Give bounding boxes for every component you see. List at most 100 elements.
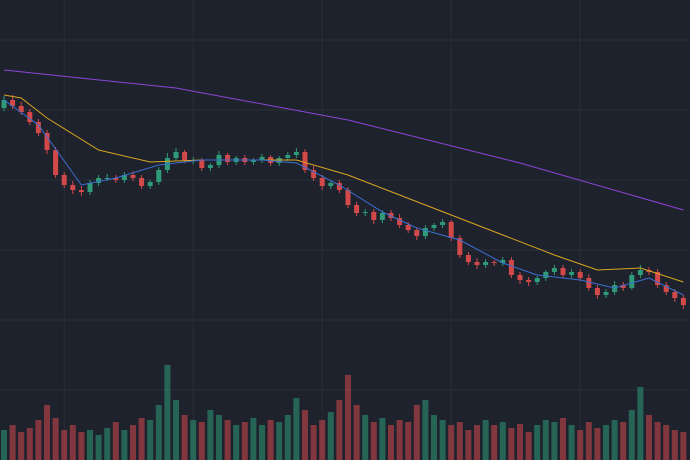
volume-bar [87,430,93,460]
candle-body [27,112,33,122]
candle-body [586,278,592,288]
candle-body [474,262,480,265]
volume-bar [465,430,472,460]
candle-body [362,212,368,213]
volume-bar [284,415,291,460]
moving-average-line [3,94,684,283]
candle-body [629,275,635,288]
candle-body [680,298,686,305]
candle-body [620,285,626,288]
volume-bar [198,422,205,460]
volume-bar [654,422,661,460]
volume-bar [474,425,480,460]
candle-body [405,225,411,230]
volume-bar [370,422,377,460]
volume-bar [405,422,412,460]
candle-body [328,183,334,186]
volume-bar [173,400,179,460]
candle-body [104,178,110,179]
candle-body [259,157,265,160]
volume-bar [353,405,360,460]
candle-body [483,262,489,265]
volume-bar [190,420,197,460]
volume-bar [534,425,541,460]
candle-body [44,133,50,150]
candle-body [457,238,463,255]
volume-bar [112,422,119,460]
volume-bar [293,398,300,460]
volume-bar [78,432,85,460]
candle-body [371,212,377,220]
candle-body [311,170,317,178]
volume-bar [585,422,592,460]
candle-body [70,185,76,190]
volume-bar [130,425,136,460]
volume-bar [61,430,68,460]
volume-bar [69,425,76,460]
moving-average-line [3,99,684,296]
volume-bar [482,420,489,460]
candle-body [354,205,360,213]
volume-bar [456,422,463,460]
candle-body [156,170,162,182]
candle-body [431,225,437,228]
volume-bar [577,430,584,460]
volume-bar [413,405,420,460]
volume-bar [1,430,7,460]
candle-body [182,152,188,160]
candle-body [569,272,575,275]
volume-bar [499,422,506,460]
volume-bar [542,420,549,460]
volume-bar [310,425,317,460]
candle-body [508,260,514,275]
volume-bar [104,428,111,460]
volume-bar [396,420,403,460]
volume-bar [491,425,498,460]
moving-average-line [3,69,684,211]
volume-bar [568,425,575,460]
candle-body [293,152,299,155]
volume-bar [560,418,566,460]
volume-bar [431,415,437,460]
candle-body [87,183,93,192]
volume-bar [345,375,351,460]
candle-body [465,255,471,262]
volume-bar [267,420,274,460]
volume-bar [646,415,652,460]
candle-body [603,292,609,295]
volume-bar [207,410,214,460]
volume-bar [18,432,25,460]
candle-body [139,178,145,186]
candle-body [440,222,446,225]
candle-body [594,288,600,295]
candle-body [551,268,557,272]
candle-body [422,228,428,236]
volume-bar [319,420,326,460]
volume-bar [422,400,429,460]
candle-body [414,230,420,236]
volume-bar [216,415,222,460]
volume-bar [637,387,644,460]
volume-bar [276,422,283,460]
volume-bar [663,425,670,460]
volume-bar [44,405,50,460]
volume-bar [26,428,33,460]
candle-body [560,268,566,275]
volume-bar [388,425,394,460]
volume-bar [508,428,515,460]
volume-bar [259,425,265,460]
volume-bar [620,422,627,460]
volume-bar [594,428,601,460]
candle-body [18,106,24,112]
candle-body [663,285,669,292]
volume-bar [9,425,16,460]
candle-body [302,152,308,170]
candle-body [10,100,16,106]
volume-bar [164,365,171,460]
volume-bar [603,425,609,460]
candle-body [1,100,7,108]
candle-body [121,175,127,180]
volume-bar [525,432,532,460]
volume-bar [147,420,154,460]
